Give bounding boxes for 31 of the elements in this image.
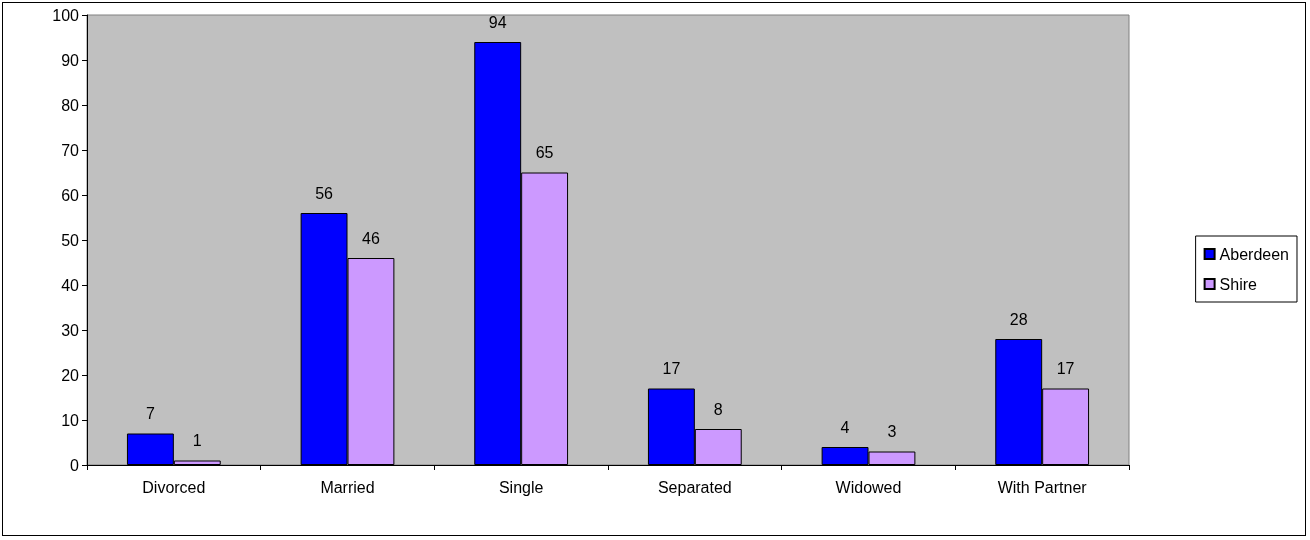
data-label: 1 <box>192 432 202 449</box>
data-label: 17 <box>1056 360 1075 377</box>
y-tick-label: 70 <box>61 141 80 159</box>
x-tick-label: Married <box>320 478 375 496</box>
data-label: 3 <box>887 423 897 440</box>
data-label: 4 <box>840 418 850 436</box>
y-tick-label: 0 <box>70 456 80 474</box>
data-label: 17 <box>662 360 681 377</box>
data-label: 46 <box>362 229 380 247</box>
legend-label: Shire <box>1219 275 1258 293</box>
data-label: 56 <box>315 184 334 202</box>
y-tick-label: 60 <box>61 186 80 204</box>
data-label: 28 <box>1009 310 1028 328</box>
x-tick-label: Single <box>498 478 544 496</box>
y-tick-label: 20 <box>61 366 80 384</box>
data-label: 7 <box>145 405 155 422</box>
data-label: 65 <box>535 144 554 161</box>
legend-label: Aberdeen <box>1219 245 1289 263</box>
x-tick-label: Separated <box>657 478 732 496</box>
y-tick-label: 10 <box>61 411 80 429</box>
y-tick-label: 90 <box>61 51 80 69</box>
y-tick-label: 30 <box>61 321 80 339</box>
x-tick-label: Widowed <box>835 478 902 496</box>
y-tick-label: 100 <box>52 6 80 24</box>
x-tick-label: With Partner <box>997 478 1088 496</box>
y-tick-label: 40 <box>61 276 80 294</box>
y-tick-label: 80 <box>61 96 80 114</box>
data-label: 8 <box>713 400 723 418</box>
data-label: 94 <box>488 13 507 31</box>
y-tick-label: 50 <box>61 231 80 249</box>
x-tick-label: Divorced <box>142 478 206 496</box>
